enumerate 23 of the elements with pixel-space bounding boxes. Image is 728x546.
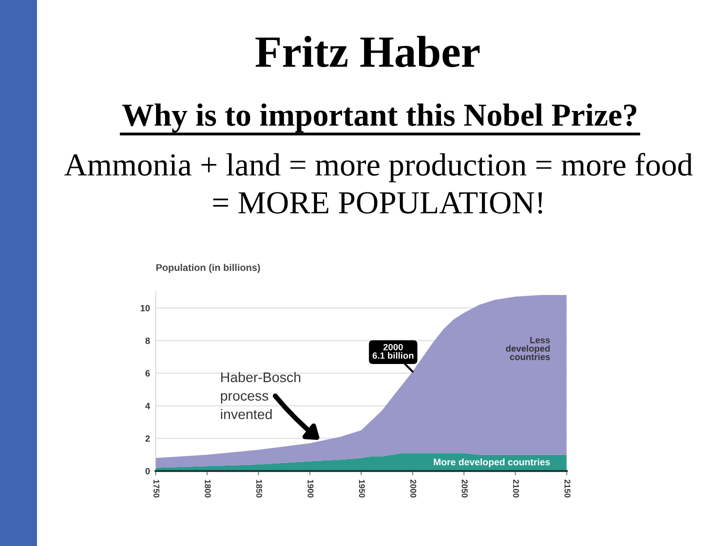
x-tick-label: 1800 (204, 480, 211, 498)
y-tick-label: 0 (145, 468, 150, 474)
y-tick-label: 10 (140, 304, 150, 312)
y-tick-label: 6 (145, 370, 150, 377)
text: Ammonia + land = more production = more food = MORE POPULATION! (64, 152, 693, 214)
x-tick-label: 2050 (462, 480, 468, 498)
annotation: Haber-Bosch process invented (220, 372, 300, 420)
chart-title: Fritz Haber (255, 36, 480, 68)
x-tick-label: 2100 (513, 480, 519, 498)
x-tick-label: 2150 (564, 480, 570, 498)
series-label: Less developed countries (506, 336, 550, 360)
x-tick-label: 2000 (410, 480, 416, 498)
x-tick-label: 1950 (358, 480, 365, 498)
y-tick-label: 4 (145, 402, 150, 410)
y-tick-label: 8 (145, 338, 150, 344)
chart-subtitle: Why is to important this Nobel Prize? (122, 103, 636, 133)
x-tick-label: 1750 (153, 480, 160, 498)
x-tick-label: 1850 (256, 480, 262, 498)
y-axis-title: Population (in billions) (156, 264, 260, 273)
annotation: 2000 6.1 billion (372, 344, 414, 359)
series-label: More developed countries (434, 458, 550, 468)
y-tick-label: 2 (145, 435, 150, 442)
x-tick-label: 1900 (308, 480, 314, 498)
